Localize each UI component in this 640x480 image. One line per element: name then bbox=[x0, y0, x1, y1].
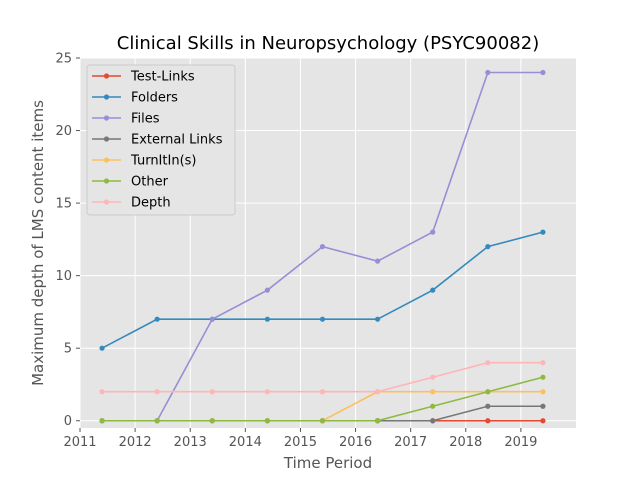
legend-marker bbox=[103, 199, 110, 205]
legend-marker bbox=[103, 136, 110, 142]
legend-item-depth: Depth bbox=[92, 196, 171, 211]
legend-marker bbox=[103, 94, 110, 100]
x-tick-label: 2018 bbox=[449, 435, 482, 450]
data-point-files bbox=[540, 69, 546, 76]
data-point-other bbox=[485, 389, 491, 395]
data-point-files bbox=[209, 316, 215, 322]
x-tick-label: 2016 bbox=[339, 435, 372, 450]
legend-item-folders: Folders bbox=[92, 91, 178, 106]
series-layer bbox=[99, 69, 546, 424]
data-point-turnitin-s bbox=[540, 389, 546, 395]
legend-box bbox=[86, 64, 236, 216]
legend-label: Other bbox=[131, 175, 169, 190]
chart-title: Clinical Skills in Neuropsychology (PSYC… bbox=[117, 33, 539, 54]
data-point-external-links bbox=[430, 418, 436, 424]
x-tick-label: 2015 bbox=[284, 435, 317, 450]
legend-item-other: Other bbox=[92, 175, 169, 190]
x-axis-ticks: 2011 2012 2013 2014 2015 2016 2017 2018 2019 bbox=[63, 428, 537, 450]
x-tick-label: 2011 bbox=[63, 435, 96, 450]
data-point-folders bbox=[375, 316, 381, 322]
legend-item-turnitin-s: TurnItIn(s) bbox=[92, 154, 196, 169]
data-point-folders bbox=[540, 229, 546, 235]
data-point-turnitin-s bbox=[430, 389, 436, 395]
legend-item-test-links: Test-Links bbox=[92, 70, 195, 85]
data-point-external-links bbox=[540, 403, 546, 409]
data-point-files bbox=[430, 229, 436, 235]
y-tick-label: 5 bbox=[64, 342, 72, 357]
data-point-folders bbox=[99, 345, 105, 351]
data-point-other bbox=[209, 418, 215, 424]
data-point-files bbox=[319, 244, 326, 250]
legend-label: External Links bbox=[131, 133, 223, 148]
series-depth bbox=[99, 360, 546, 395]
data-point-depth bbox=[99, 389, 105, 395]
legend-marker bbox=[103, 178, 110, 184]
x-tick-label: 2017 bbox=[394, 435, 427, 450]
data-point-other bbox=[99, 418, 105, 424]
data-point-folders bbox=[430, 287, 436, 293]
legend-label: Test-Links bbox=[130, 70, 195, 85]
data-point-depth bbox=[540, 360, 546, 366]
data-point-depth bbox=[375, 389, 381, 395]
data-point-other bbox=[375, 418, 381, 424]
data-point-other bbox=[430, 403, 436, 409]
y-axis-ticks: 0 5 10 15 20 25 bbox=[55, 52, 80, 429]
x-tick-label: 2012 bbox=[119, 435, 152, 450]
legend-marker bbox=[103, 73, 110, 79]
data-point-other bbox=[540, 374, 546, 380]
data-point-depth bbox=[154, 389, 160, 395]
data-point-depth bbox=[430, 374, 436, 380]
x-axis-label: Time Period bbox=[283, 454, 372, 472]
data-point-other bbox=[154, 418, 160, 424]
y-tick-label: 20 bbox=[55, 124, 72, 139]
data-point-depth bbox=[319, 389, 326, 395]
y-tick-label: 15 bbox=[55, 197, 72, 212]
data-point-depth bbox=[264, 389, 270, 395]
data-point-folders bbox=[154, 316, 160, 322]
data-point-folders bbox=[319, 316, 326, 322]
series-files bbox=[99, 69, 546, 424]
data-point-other bbox=[319, 418, 326, 424]
data-point-folders bbox=[485, 244, 491, 250]
legend-label: TurnItIn(s) bbox=[130, 154, 196, 169]
legend: Test-Links Folders Files External Links Turn… bbox=[86, 64, 236, 216]
data-point-test-links bbox=[540, 418, 546, 424]
legend-label: Folders bbox=[131, 91, 178, 106]
data-point-files bbox=[485, 69, 491, 76]
y-tick-label: 10 bbox=[55, 269, 72, 284]
data-point-external-links bbox=[485, 403, 491, 409]
data-point-test-links bbox=[485, 418, 491, 424]
legend-label: Depth bbox=[131, 196, 171, 211]
y-tick-label: 25 bbox=[55, 52, 72, 67]
data-point-files bbox=[375, 258, 381, 264]
legend-item-files: Files bbox=[92, 112, 160, 127]
data-point-depth bbox=[485, 360, 491, 366]
legend-marker bbox=[103, 157, 110, 163]
data-point-folders bbox=[264, 316, 270, 322]
x-tick-label: 2013 bbox=[174, 435, 207, 450]
legend-marker bbox=[103, 115, 110, 121]
x-tick-label: 2019 bbox=[504, 435, 537, 450]
legend-item-external-links: External Links bbox=[92, 133, 223, 148]
data-point-depth bbox=[209, 389, 215, 395]
x-tick-label: 2014 bbox=[229, 435, 262, 450]
legend-label: Files bbox=[131, 112, 160, 127]
y-tick-label: 0 bbox=[64, 414, 72, 429]
data-point-other bbox=[264, 418, 270, 424]
data-point-files bbox=[264, 287, 270, 293]
series-other bbox=[99, 374, 546, 424]
y-axis-label: Maximum depth of LMS content items bbox=[29, 100, 47, 386]
